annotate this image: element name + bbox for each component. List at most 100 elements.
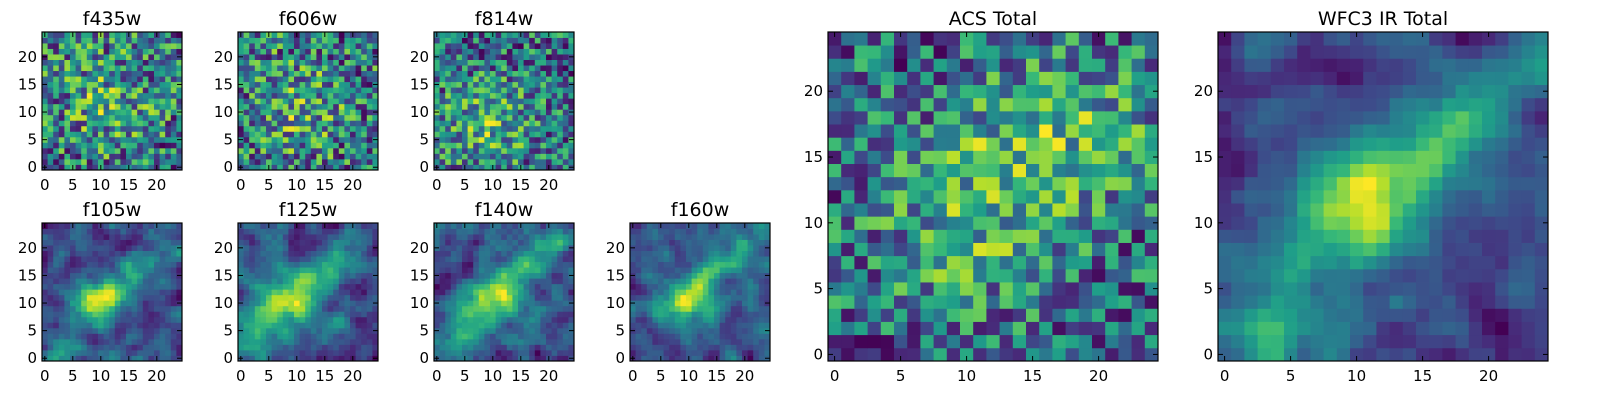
heatmap-cell bbox=[109, 136, 116, 143]
heatmap-cell bbox=[294, 147, 300, 154]
heatmap-cell bbox=[282, 32, 289, 38]
heatmap-cell bbox=[238, 98, 244, 105]
heatmap-cell bbox=[366, 327, 373, 334]
heatmap-cell bbox=[344, 48, 351, 55]
heatmap-cell bbox=[641, 239, 648, 246]
heatmap-cell bbox=[529, 32, 536, 38]
heatmap-cell bbox=[47, 316, 54, 323]
heatmap-cell bbox=[361, 92, 368, 99]
heatmap-cell bbox=[646, 250, 653, 257]
heatmap-cell bbox=[730, 327, 737, 334]
heatmap-cell bbox=[680, 272, 687, 279]
heatmap-cell bbox=[92, 114, 99, 121]
heatmap-cell bbox=[294, 120, 300, 127]
heatmap-cell bbox=[523, 223, 530, 229]
heatmap-cell bbox=[764, 322, 771, 329]
heatmap-cell bbox=[316, 70, 323, 77]
heatmap-cell bbox=[361, 114, 368, 121]
heatmap-cell bbox=[551, 109, 558, 116]
heatmap-cell bbox=[70, 278, 76, 285]
heatmap-cell bbox=[305, 289, 312, 296]
heatmap-cell bbox=[86, 256, 93, 263]
heatmap-cell bbox=[484, 344, 491, 351]
heatmap-cell bbox=[266, 147, 272, 154]
heatmap-cell bbox=[282, 316, 289, 323]
heatmap-cell bbox=[238, 344, 244, 351]
heatmap-cell bbox=[288, 70, 295, 77]
heatmap-cell bbox=[243, 142, 250, 149]
heatmap-cell bbox=[456, 322, 463, 329]
heatmap-cell bbox=[686, 338, 692, 345]
heatmap-cell bbox=[148, 245, 155, 251]
heatmap-cell bbox=[439, 109, 446, 116]
heatmap-cell bbox=[714, 294, 720, 301]
heatmap-cell bbox=[501, 239, 508, 246]
heatmap-cell bbox=[92, 327, 99, 334]
heatmap-cell bbox=[114, 250, 121, 257]
heatmap-cell bbox=[680, 327, 687, 334]
heatmap-cell bbox=[327, 98, 334, 105]
x-tick-label: 0 bbox=[236, 176, 246, 194]
heatmap-cell bbox=[372, 349, 379, 356]
heatmap-cell bbox=[742, 305, 748, 312]
heatmap-cell bbox=[266, 256, 272, 263]
heatmap-cell bbox=[719, 283, 726, 290]
heatmap-cell bbox=[933, 282, 948, 296]
heatmap-cell bbox=[686, 261, 692, 268]
heatmap-cell bbox=[58, 136, 65, 143]
heatmap-cell bbox=[109, 65, 116, 72]
heatmap-cell bbox=[450, 223, 457, 229]
heatmap-cell bbox=[142, 316, 149, 323]
heatmap-cell bbox=[142, 142, 149, 149]
heatmap-cell bbox=[103, 349, 110, 356]
heatmap-cell bbox=[243, 305, 250, 312]
heatmap-cell bbox=[75, 261, 82, 268]
heatmap-cell bbox=[439, 125, 446, 132]
heatmap-cell bbox=[551, 43, 558, 49]
heatmap-cell bbox=[501, 54, 508, 60]
heatmap-cell bbox=[518, 37, 524, 44]
heatmap-cell bbox=[986, 189, 1000, 204]
heatmap-cell bbox=[946, 334, 961, 349]
heatmap-cell bbox=[355, 37, 362, 44]
heatmap-cell bbox=[137, 59, 144, 66]
heatmap-cell bbox=[501, 228, 508, 235]
heatmap-cell bbox=[495, 120, 502, 127]
heatmap-cell bbox=[131, 136, 138, 143]
heatmap-cell bbox=[506, 344, 513, 351]
heatmap-cell bbox=[42, 256, 48, 263]
heatmap-cell bbox=[327, 305, 334, 312]
heatmap-cell bbox=[165, 92, 172, 99]
heatmap-cell bbox=[137, 316, 144, 323]
heatmap-cell bbox=[103, 245, 110, 251]
heatmap-cell bbox=[53, 300, 60, 307]
heatmap-cell bbox=[1012, 242, 1027, 257]
heatmap-cell bbox=[540, 316, 547, 323]
heatmap-cell bbox=[299, 164, 306, 171]
heatmap-cell bbox=[841, 308, 855, 322]
heatmap-cell bbox=[828, 255, 842, 270]
heatmap-cell bbox=[434, 142, 440, 149]
heatmap-cell bbox=[366, 294, 373, 301]
heatmap-cell bbox=[142, 322, 149, 329]
heatmap-cell bbox=[946, 216, 961, 230]
heatmap-cell bbox=[518, 65, 524, 72]
heatmap-cell bbox=[506, 300, 513, 307]
heatmap-cell bbox=[501, 272, 508, 279]
heatmap-cell bbox=[92, 70, 99, 77]
heatmap-cell bbox=[540, 228, 547, 235]
heatmap-cell bbox=[512, 109, 519, 116]
heatmap-cell bbox=[686, 322, 692, 329]
heatmap-cell bbox=[540, 131, 547, 138]
heatmap-cell bbox=[260, 70, 267, 77]
heatmap-cell bbox=[439, 131, 446, 138]
heatmap-cell bbox=[450, 153, 457, 160]
heatmap-cell bbox=[114, 234, 121, 240]
heatmap-cell bbox=[764, 316, 771, 323]
heatmap-cell bbox=[495, 81, 502, 88]
heatmap-cell bbox=[1052, 216, 1066, 230]
heatmap-cell bbox=[635, 267, 642, 274]
heatmap-cell bbox=[86, 164, 93, 171]
heatmap-cell bbox=[999, 268, 1014, 283]
heatmap-cell bbox=[490, 283, 496, 290]
